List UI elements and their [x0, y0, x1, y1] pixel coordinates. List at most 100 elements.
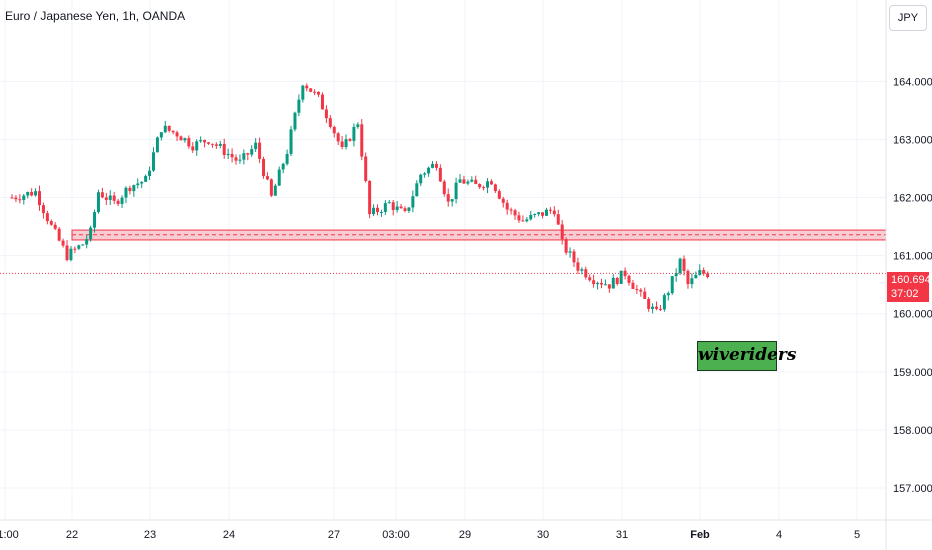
candle-body [592, 280, 596, 285]
candle-body [596, 282, 600, 285]
currency-button[interactable]: JPY [889, 5, 927, 31]
candle-body [564, 239, 568, 253]
candle-body [332, 126, 336, 134]
candle-body [352, 126, 356, 141]
candle-body [238, 159, 242, 161]
candle-body [179, 136, 183, 141]
candle-body [49, 221, 53, 225]
candle-body [635, 288, 639, 290]
candle-body [372, 207, 376, 215]
candle-body [670, 276, 674, 294]
candle-body [120, 197, 124, 204]
candle-body [438, 167, 442, 182]
time-tick-label: 23 [144, 529, 156, 541]
candle-body [517, 215, 521, 221]
candle-body [30, 192, 34, 196]
candle-body [458, 179, 462, 183]
candle-body [454, 182, 458, 200]
time-tick-label: 24 [223, 529, 235, 541]
candle-body [407, 207, 411, 211]
candle-body [128, 187, 132, 192]
price-tick-label: 159.000 [893, 367, 932, 379]
candle-body [356, 124, 360, 127]
price-axis[interactable]: 157.000 158.000 159.000 160.000 161.000 162.0… [893, 76, 932, 495]
candle-body [576, 262, 580, 271]
candle-body [533, 214, 537, 216]
candle-body [277, 169, 281, 186]
candle-body [167, 125, 171, 131]
candle-body [399, 206, 403, 209]
candle-body [474, 179, 478, 185]
candle-body [666, 293, 670, 296]
candle-body [419, 174, 423, 184]
candle-body [544, 209, 548, 216]
candle-body [580, 269, 584, 271]
chart-title: Euro / Japanese Yen, 1h, OANDA [5, 9, 186, 23]
time-tick-label: 31 [616, 529, 628, 541]
time-tick-label: 5 [854, 529, 860, 541]
candle-body [199, 140, 203, 142]
candle-body [144, 175, 148, 182]
candle-body [96, 192, 100, 213]
candle-body [387, 202, 391, 204]
candle-body [89, 227, 93, 240]
candle-body [218, 143, 222, 146]
candle-body [151, 152, 155, 171]
candle-body [53, 224, 57, 229]
candle-body [93, 212, 97, 228]
candle-body [383, 203, 387, 212]
candles [10, 83, 710, 314]
candle-body [525, 219, 529, 222]
candle-body [210, 143, 214, 145]
candle-body [183, 138, 187, 141]
candle-body [340, 141, 344, 148]
candle-body [69, 248, 73, 261]
candle-body [57, 228, 61, 241]
price-tick-label: 160.000 [893, 309, 932, 321]
candle-body [647, 298, 651, 309]
candle-body [320, 94, 324, 110]
candle-body [191, 146, 195, 151]
candle-body [482, 187, 486, 189]
candle-body [324, 109, 328, 119]
candle-body [234, 157, 238, 161]
candle-body [395, 206, 399, 211]
candle-body [662, 295, 666, 310]
candle-body [391, 202, 395, 211]
candle-body [41, 205, 45, 214]
candle-body [258, 142, 262, 159]
candle-body [603, 284, 607, 286]
price-tick-label: 162.000 [893, 193, 932, 205]
candle-body [104, 197, 108, 200]
candle-body [462, 179, 466, 184]
candle-body [148, 170, 152, 176]
candle-body [26, 192, 30, 196]
time-tick-label: 29 [459, 529, 471, 541]
candle-body [344, 139, 348, 148]
candle-body [694, 274, 698, 279]
candle-body [22, 195, 26, 201]
candle-body [690, 278, 694, 285]
candle-body [132, 185, 136, 192]
candle-body [521, 220, 525, 222]
candle-body [187, 138, 191, 147]
candle-body [470, 179, 474, 182]
candle-body [175, 132, 179, 137]
candle-body [301, 85, 305, 100]
candle-body [262, 158, 266, 177]
candle-body [513, 210, 517, 216]
candle-body [293, 112, 297, 130]
candle-body [415, 183, 419, 197]
candle-body [509, 209, 513, 211]
time-axis[interactable]: 21:00 22 23 24 27 03:00 29 30 31 Feb 4 5 [0, 529, 860, 541]
candle-body [45, 213, 49, 222]
candle-body [222, 143, 226, 156]
candle-body [442, 181, 446, 195]
candle-body [674, 273, 678, 277]
candle-body [159, 132, 163, 138]
price-tick-label: 161.000 [893, 251, 932, 263]
candle-body [124, 187, 128, 198]
candle-body [328, 118, 332, 127]
candle-body [466, 181, 470, 184]
